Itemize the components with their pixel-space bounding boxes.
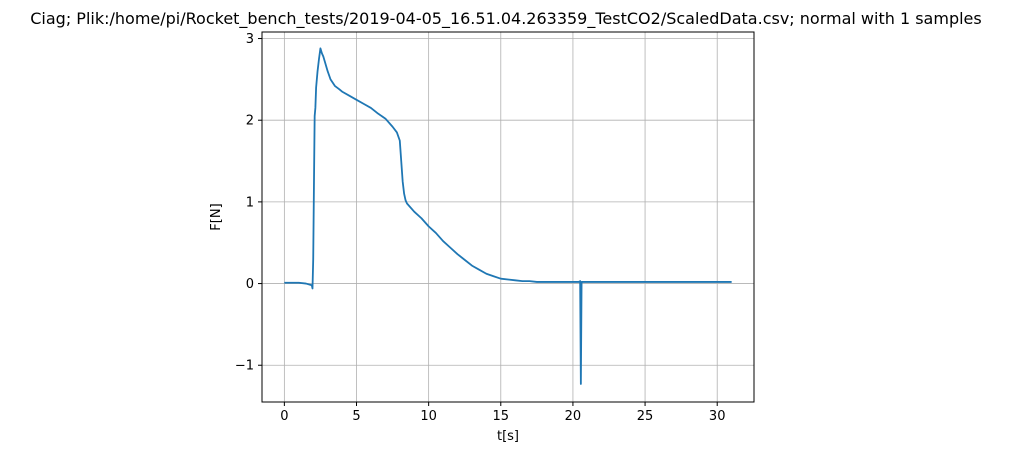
x-tick-label: 30 <box>709 409 726 424</box>
x-tick-label: 20 <box>565 409 582 424</box>
x-tick-label: 15 <box>493 409 510 424</box>
axes-frame <box>261 31 755 403</box>
y-tick-label: 1 <box>246 195 254 210</box>
y-tick-label: 3 <box>246 32 254 47</box>
y-tick-label: −1 <box>235 359 254 374</box>
x-tick-label: 0 <box>280 409 288 424</box>
grid <box>262 32 754 402</box>
chart-title: Ciag; Plik:/home/pi/Rocket_bench_tests/2… <box>30 9 981 29</box>
y-tick-label: 0 <box>246 277 254 292</box>
y-tick-label: 2 <box>246 114 254 129</box>
x-tick-label: 10 <box>420 409 437 424</box>
series-layer <box>284 47 732 385</box>
x-axis-label: t[s] <box>497 429 519 444</box>
ticks: 0 5 10 15 20 25 30 −1 0 1 2 3 <box>235 32 726 424</box>
series-line <box>284 47 732 385</box>
x-tick-label: 25 <box>637 409 654 424</box>
x-tick-label: 5 <box>352 409 360 424</box>
y-axis-label: F[N] <box>209 203 224 230</box>
